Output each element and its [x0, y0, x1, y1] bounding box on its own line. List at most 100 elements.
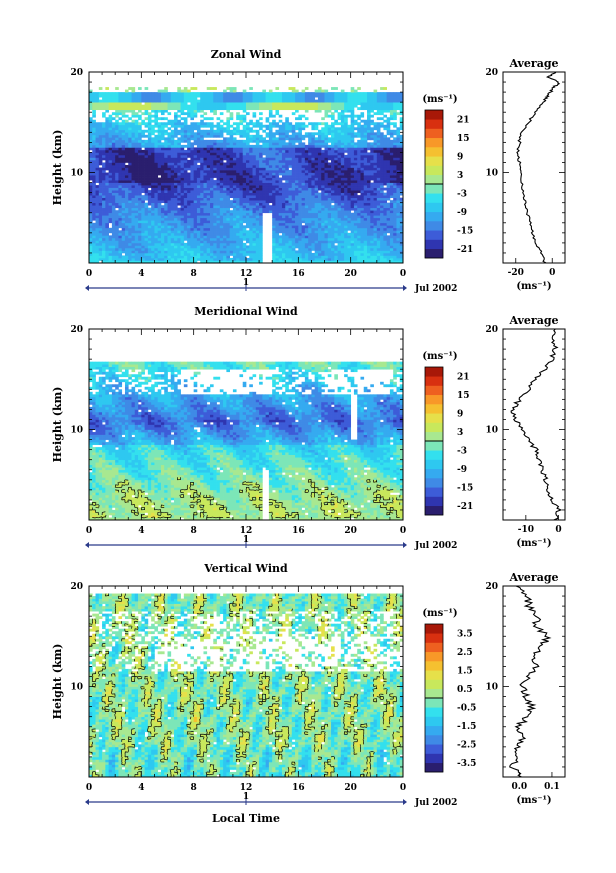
heatmap-cell — [200, 164, 204, 168]
heatmap-cell — [128, 87, 132, 90]
heatmap-cell — [268, 114, 273, 118]
heatmap-cell — [340, 147, 345, 151]
heatmap-cell — [147, 144, 152, 148]
heatmap-cell — [239, 104, 244, 108]
heatmap-cell — [98, 197, 103, 201]
heatmap-cell — [340, 195, 345, 198]
heatmap-cell — [298, 260, 302, 264]
heatmap-cell — [108, 172, 113, 176]
heatmap-cell — [298, 92, 302, 95]
heatmap-cell — [108, 210, 113, 214]
heatmap-cell — [278, 215, 283, 219]
heatmap-cell — [291, 177, 296, 181]
heatmap-cell — [242, 134, 247, 138]
heatmap-cell — [252, 250, 257, 254]
heatmap-cell — [317, 187, 322, 191]
heatmap-cell — [134, 132, 139, 136]
heatmap-cell — [278, 94, 283, 98]
heatmap-cell — [187, 139, 191, 143]
heatmap-cell — [216, 134, 221, 138]
heatmap-cell — [190, 225, 195, 229]
heatmap-cell — [347, 250, 352, 254]
heatmap-cell — [157, 172, 162, 176]
heatmap-cell — [147, 104, 152, 108]
heatmap-cell — [278, 202, 283, 206]
heatmap-cell — [174, 240, 178, 244]
heatmap-cell — [327, 220, 332, 224]
heatmap-cell — [213, 104, 217, 108]
heatmap-cell — [301, 177, 306, 181]
heatmap-cell — [164, 227, 168, 231]
heatmap-cell — [232, 157, 237, 161]
heatmap-cell — [216, 180, 221, 183]
heatmap-cell — [232, 142, 237, 146]
heatmap-cell — [262, 200, 266, 204]
heatmap-cell — [252, 144, 257, 148]
heatmap-cell — [196, 240, 201, 244]
heatmap-cell — [249, 232, 253, 236]
heatmap-cell — [108, 190, 113, 193]
heatmap-cell — [102, 94, 106, 98]
heatmap-cell — [262, 182, 266, 186]
heatmap-cell — [160, 195, 165, 198]
heatmap-cell — [246, 134, 250, 138]
heatmap-cell — [304, 212, 309, 216]
heatmap-cell — [291, 167, 296, 171]
heatmap-cell — [164, 252, 168, 256]
heatmap-cell — [311, 200, 316, 204]
heatmap-cell — [89, 157, 93, 161]
heatmap-cell — [210, 177, 214, 181]
heatmap-cell — [308, 180, 312, 183]
heatmap-cell — [317, 192, 322, 196]
heatmap-cell — [301, 134, 306, 138]
heatmap-cell — [121, 129, 126, 133]
heatmap-cell — [295, 122, 299, 126]
heatmap-cell — [193, 195, 198, 198]
heatmap-cell — [128, 167, 132, 171]
heatmap-cell — [111, 152, 116, 156]
heatmap-cell — [249, 154, 253, 158]
heatmap-cell — [174, 215, 178, 219]
heatmap-cell — [268, 172, 273, 176]
heatmap-cell — [180, 144, 185, 148]
heatmap-cell — [317, 149, 322, 153]
heatmap-cell — [124, 227, 129, 231]
heatmap-cell — [334, 197, 338, 201]
heatmap-cell — [213, 170, 217, 173]
heatmap-cell — [131, 94, 136, 98]
heatmap-cell — [180, 157, 185, 161]
heatmap-cell — [308, 232, 312, 236]
heatmap-cell — [131, 232, 136, 236]
heatmap-cell — [183, 200, 188, 204]
heatmap-cell — [170, 252, 175, 256]
heatmap-cell — [213, 164, 217, 168]
heatmap-cell — [275, 252, 280, 256]
heatmap-cell — [252, 192, 257, 196]
heatmap-cell — [154, 225, 159, 229]
heatmap-cell — [170, 104, 175, 108]
heatmap-cell — [174, 147, 178, 151]
heatmap-cell — [203, 182, 208, 186]
heatmap-cell — [314, 154, 319, 158]
heatmap-cell — [170, 207, 175, 211]
heatmap-cell — [219, 232, 224, 236]
heatmap-cell — [200, 237, 204, 241]
heatmap-cell — [311, 139, 316, 143]
heatmap-cell — [177, 122, 181, 126]
heatmap-cell — [226, 260, 230, 264]
heatmap-cell — [223, 107, 227, 111]
heatmap-cell — [111, 154, 116, 158]
heatmap-cell — [213, 247, 217, 251]
heatmap-cell — [255, 139, 260, 143]
heatmap-cell — [105, 162, 109, 166]
heatmap-cell — [249, 129, 253, 133]
heatmap-cell — [347, 232, 352, 236]
heatmap-cell — [219, 107, 224, 111]
heatmap-cell — [236, 167, 240, 171]
heatmap-cell — [95, 102, 100, 106]
heatmap-cell — [272, 195, 276, 198]
heatmap-cell — [285, 190, 289, 193]
heatmap-cell — [298, 177, 302, 181]
heatmap-cell — [206, 154, 211, 158]
heatmap-cell — [180, 162, 185, 166]
